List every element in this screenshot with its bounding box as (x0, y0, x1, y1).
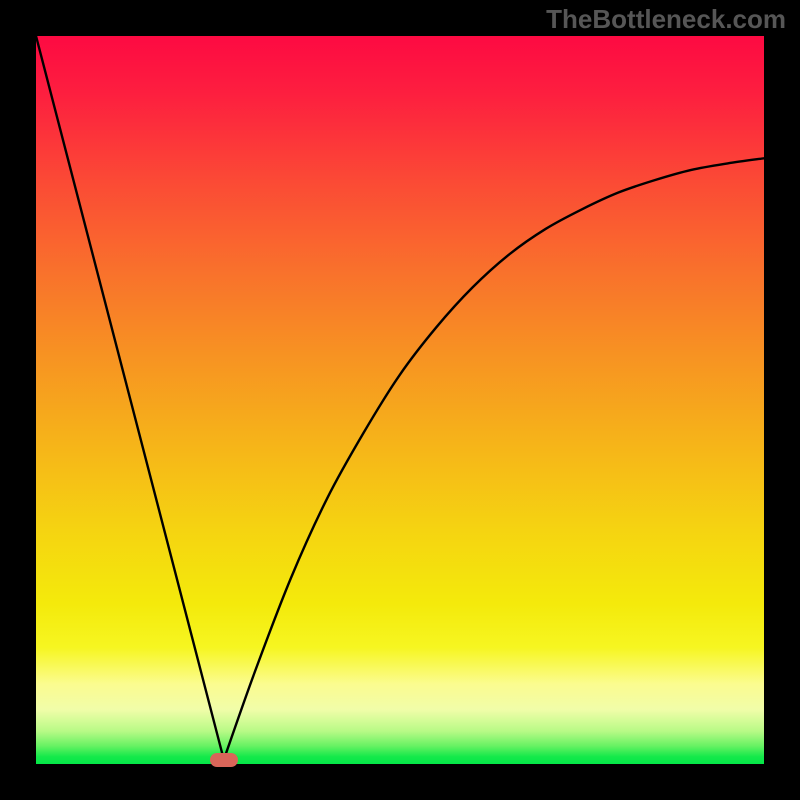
plot-area (36, 36, 764, 764)
watermark-text: TheBottleneck.com (546, 4, 786, 35)
chart-frame: TheBottleneck.com (0, 0, 800, 800)
bottleneck-curve (36, 36, 764, 764)
minimum-marker (210, 753, 238, 767)
